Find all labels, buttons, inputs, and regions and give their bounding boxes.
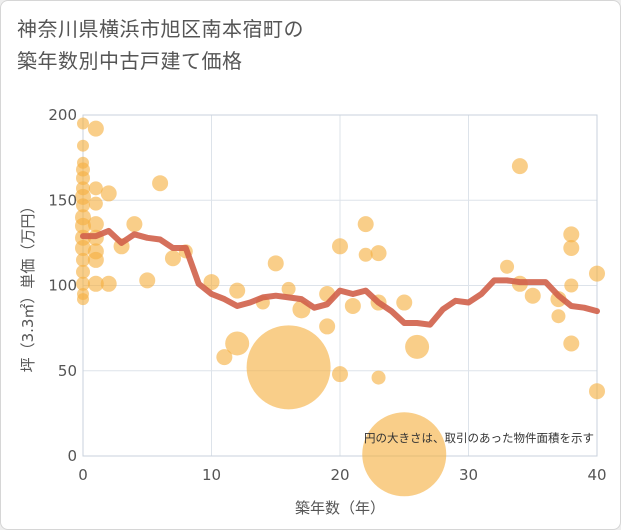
data-point — [76, 198, 90, 213]
data-point — [564, 278, 579, 293]
y-axis-label: 坪（3.3㎡）単価（万円） — [19, 199, 37, 373]
data-point — [76, 276, 90, 291]
data-point — [164, 250, 181, 267]
data-point — [87, 120, 104, 137]
data-point — [589, 383, 605, 400]
data-point — [76, 252, 90, 267]
bubble-size-note: 円の大きさは、取引のあった物件面積を示す — [364, 431, 594, 445]
y-tick-label: 150 — [48, 191, 77, 209]
data-point — [87, 216, 104, 233]
data-point — [332, 238, 348, 255]
data-point — [88, 181, 103, 196]
x-tick-label: 20 — [330, 466, 349, 484]
data-point — [225, 331, 250, 356]
data-point — [370, 245, 387, 262]
x-tick-label: 0 — [78, 466, 88, 484]
chart-title-line-2: 築年数別中古戸建て価格 — [17, 49, 243, 73]
data-point — [77, 293, 89, 306]
data-point — [405, 334, 430, 359]
data-point — [88, 196, 103, 211]
data-point — [77, 117, 89, 130]
y-tick-label: 50 — [58, 362, 77, 380]
data-point — [281, 281, 296, 296]
data-point — [100, 185, 117, 202]
data-point — [589, 265, 605, 282]
data-point — [87, 251, 104, 268]
data-point — [87, 275, 104, 292]
data-point — [357, 216, 374, 233]
data-point — [77, 139, 89, 152]
data-point — [100, 275, 117, 292]
x-tick-label: 10 — [202, 466, 221, 484]
data-point — [126, 216, 143, 233]
trend-line — [80, 227, 600, 328]
data-point — [563, 226, 580, 243]
data-point — [362, 412, 447, 497]
data-point — [246, 325, 331, 410]
data-point — [358, 247, 373, 262]
data-point — [76, 171, 90, 186]
x-tick-label: 30 — [459, 466, 478, 484]
data-point — [524, 287, 541, 304]
data-point — [371, 370, 386, 385]
data-point — [139, 272, 156, 289]
data-point — [511, 158, 528, 175]
data-point — [344, 297, 361, 314]
data-point — [152, 175, 169, 192]
data-point — [216, 349, 233, 366]
data-point — [500, 259, 515, 274]
chart-title: 神奈川県横浜市旭区南本宿町の 築年数別中古戸建て価格 — [17, 13, 304, 77]
y-tick-label: 200 — [48, 106, 77, 124]
data-point — [396, 294, 413, 311]
data-point — [319, 318, 336, 335]
data-points — [75, 117, 605, 497]
data-point — [332, 366, 348, 383]
data-point — [76, 264, 90, 279]
tick-labels: 0 10 20 30 40 0 50 100 150 200 — [48, 106, 606, 484]
data-point — [551, 309, 566, 324]
x-tick-label: 40 — [587, 466, 606, 484]
data-point — [563, 239, 580, 256]
data-point — [267, 255, 284, 272]
x-axis-label: 築年数（年） — [295, 499, 385, 517]
y-tick-label: 100 — [48, 277, 77, 295]
data-point — [229, 282, 246, 299]
data-point — [563, 335, 580, 352]
grid-lines — [82, 114, 598, 457]
chart-title-line-1: 神奈川県横浜市旭区南本宿町の — [17, 17, 304, 41]
data-point — [75, 239, 91, 256]
y-tick-label: 0 — [67, 447, 77, 465]
data-point — [203, 274, 220, 291]
data-point — [75, 217, 91, 234]
